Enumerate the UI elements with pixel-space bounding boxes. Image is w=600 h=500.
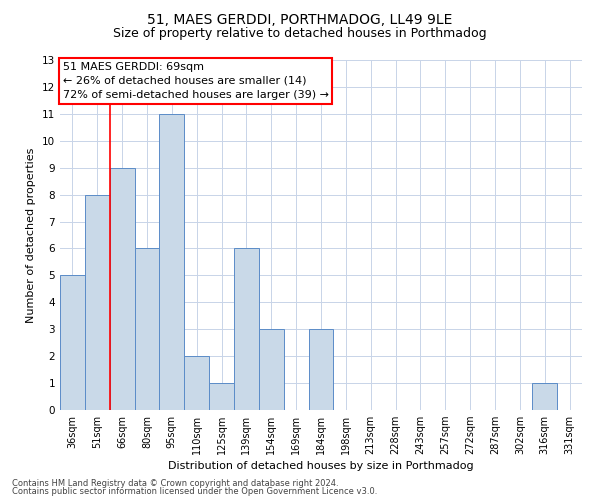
Bar	[259, 329, 284, 410]
Bar	[110, 168, 134, 410]
Text: 51 MAES GERDDI: 69sqm
← 26% of detached houses are smaller (14)
72% of semi-deta: 51 MAES GERDDI: 69sqm ← 26% of detached …	[62, 62, 329, 100]
Bar	[184, 356, 209, 410]
Bar	[134, 248, 160, 410]
Bar	[160, 114, 184, 410]
Bar	[234, 248, 259, 410]
Text: 51, MAES GERDDI, PORTHMADOG, LL49 9LE: 51, MAES GERDDI, PORTHMADOG, LL49 9LE	[148, 12, 452, 26]
Y-axis label: Number of detached properties: Number of detached properties	[26, 148, 37, 322]
Text: Size of property relative to detached houses in Porthmadog: Size of property relative to detached ho…	[113, 28, 487, 40]
Bar	[209, 383, 234, 410]
Text: Contains HM Land Registry data © Crown copyright and database right 2024.: Contains HM Land Registry data © Crown c…	[12, 478, 338, 488]
Bar	[308, 329, 334, 410]
X-axis label: Distribution of detached houses by size in Porthmadog: Distribution of detached houses by size …	[168, 462, 474, 471]
Bar	[532, 383, 557, 410]
Bar	[85, 194, 110, 410]
Text: Contains public sector information licensed under the Open Government Licence v3: Contains public sector information licen…	[12, 487, 377, 496]
Bar	[60, 276, 85, 410]
